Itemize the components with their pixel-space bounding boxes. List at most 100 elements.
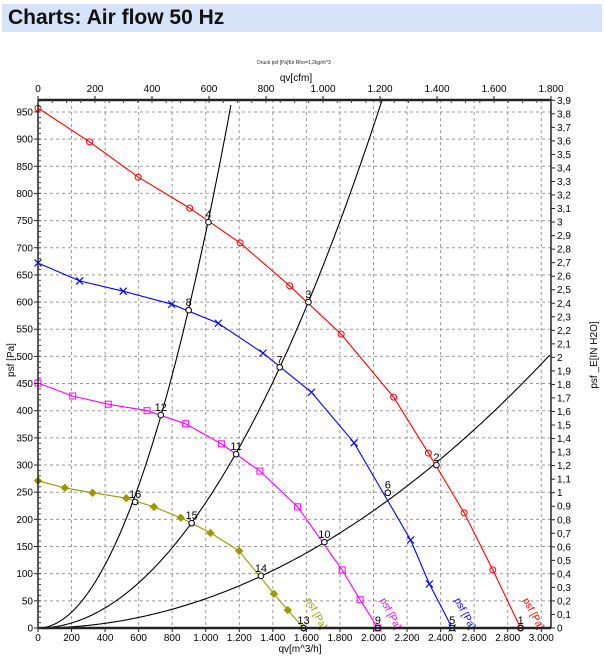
y2-tick-label: 2,2 [557, 326, 571, 337]
y-tick-label: 350 [16, 433, 33, 444]
x-tick-label: 600 [130, 633, 147, 644]
x-tick-label: 2.200 [395, 633, 420, 644]
diamond-marker [122, 493, 131, 503]
operating-point-marker [276, 363, 284, 371]
y2-tick-label: 1,4 [557, 434, 571, 445]
operating-point-marker [384, 489, 392, 497]
operating-point-label: 8 [186, 297, 192, 309]
diamond-marker [149, 502, 159, 512]
operating-point-marker [257, 572, 265, 580]
y2-tick-label: 3,3 [557, 177, 571, 188]
square-marker [104, 400, 112, 408]
x-marker [350, 438, 358, 447]
circle-marker [236, 239, 244, 247]
y2-tick-label: 1,2 [557, 461, 571, 472]
curve-label: psf [Pa] [520, 596, 546, 631]
y-tick-label: 700 [16, 243, 33, 254]
y2-tick-label: 0,4 [557, 569, 571, 580]
operating-point-label: 9 [375, 615, 381, 627]
y2-tick-label: 1,8 [557, 380, 571, 391]
y2-tick-label: 2,8 [557, 245, 571, 256]
y2-tick-label: 0,3 [557, 583, 571, 594]
y2-tick-label: 0,2 [557, 596, 571, 607]
x-tick-label: 2.800 [495, 633, 520, 644]
operating-point-label: 12 [155, 402, 167, 414]
y2-tick-label: 2 [557, 353, 563, 364]
x-tick-label: 400 [97, 633, 114, 644]
operating-point-label: 5 [449, 615, 455, 627]
x-tick-label: 800 [164, 633, 181, 644]
y-tick-label: 500 [16, 352, 33, 363]
y2-tick-label: 2,5 [557, 285, 571, 296]
x2-tick-label: 600 [201, 84, 218, 95]
circle-marker [489, 566, 497, 574]
operating-point-label: 1 [518, 615, 524, 627]
y-tick-label: 450 [16, 379, 33, 390]
y2-tick-label: 1,9 [557, 366, 571, 377]
x2-axis-label: qv[cfm] [280, 73, 312, 84]
x-tick-label: 2.600 [462, 633, 487, 644]
x-marker [406, 536, 415, 544]
y-tick-label: 300 [16, 461, 33, 472]
operating-point-marker [321, 538, 328, 546]
x-marker [119, 287, 128, 296]
x2-tick-label: 1.600 [482, 84, 507, 95]
y2-tick-label: 2,6 [557, 272, 571, 283]
section-header: Charts: Air flow 50 Hz [2, 4, 602, 32]
circle-marker [86, 138, 94, 146]
x-tick-label: 200 [63, 633, 80, 644]
y2-tick-label: 3,1 [557, 204, 571, 215]
operating-point-label: 10 [318, 529, 330, 541]
y2-tick-label: 3,9 [557, 96, 571, 107]
x2-tick-label: 1.400 [425, 84, 450, 95]
y2-tick-label: 3,5 [557, 150, 571, 161]
y2-tick-label: 3,4 [557, 163, 571, 174]
x-marker [167, 300, 176, 309]
y-tick-label: 850 [16, 162, 33, 173]
y2-tick-label: 0,9 [557, 502, 571, 513]
diamond-marker [60, 483, 70, 493]
section-title: Charts: Air flow 50 Hz [8, 6, 225, 29]
operating-point-label: 14 [255, 563, 267, 575]
operating-point-label: 6 [385, 480, 391, 492]
x-tick-label: 0 [35, 633, 41, 644]
y-axis-label: psf [Pa] [6, 343, 17, 377]
operating-point-label: 7 [277, 354, 283, 366]
operating-point-label: 2 [433, 452, 439, 464]
y2-tick-label: 2,3 [557, 312, 571, 323]
operating-point-label: 3 [305, 289, 311, 301]
system-curve-1 [38, 104, 232, 629]
x-tick-label: 1.400 [260, 633, 285, 644]
y2-tick-label: 1,5 [557, 421, 571, 432]
square-marker [217, 440, 225, 448]
square-marker [294, 503, 302, 511]
circle-marker [460, 509, 468, 517]
y2-tick-label: 3,7 [557, 123, 571, 134]
y2-tick-label: 3,6 [557, 136, 571, 147]
x2-tick-label: 0 [35, 84, 41, 95]
y-tick-label: 50 [22, 596, 34, 607]
diamond-marker [88, 488, 97, 497]
y2-tick-label: 0,5 [557, 556, 571, 567]
circle-marker [286, 282, 294, 290]
operating-point-label: 11 [230, 441, 241, 453]
chart-title: Druck psf [Pa]für Rho=1,2kg/m^3 [257, 60, 331, 66]
y-tick-label: 150 [16, 542, 33, 553]
diamond-marker [176, 513, 185, 522]
x2-tick-label: 1.000 [311, 84, 336, 95]
diamond-marker [283, 605, 292, 615]
square-marker [182, 420, 190, 428]
x-tick-label: 1.600 [294, 633, 319, 644]
y2-tick-label: 1,6 [557, 407, 571, 418]
circle-marker [337, 330, 345, 338]
circle-marker [134, 173, 142, 181]
y2-tick-label: 2,4 [557, 299, 571, 310]
y-tick-label: 550 [16, 325, 33, 336]
diamond-marker [269, 589, 279, 598]
diamond-marker [206, 528, 215, 538]
x2-tick-label: 400 [144, 84, 161, 95]
operating-point-marker [188, 519, 195, 527]
x-marker [75, 276, 84, 285]
y2-tick-label: 3,8 [557, 109, 571, 120]
operating-point-label: 15 [186, 510, 198, 522]
